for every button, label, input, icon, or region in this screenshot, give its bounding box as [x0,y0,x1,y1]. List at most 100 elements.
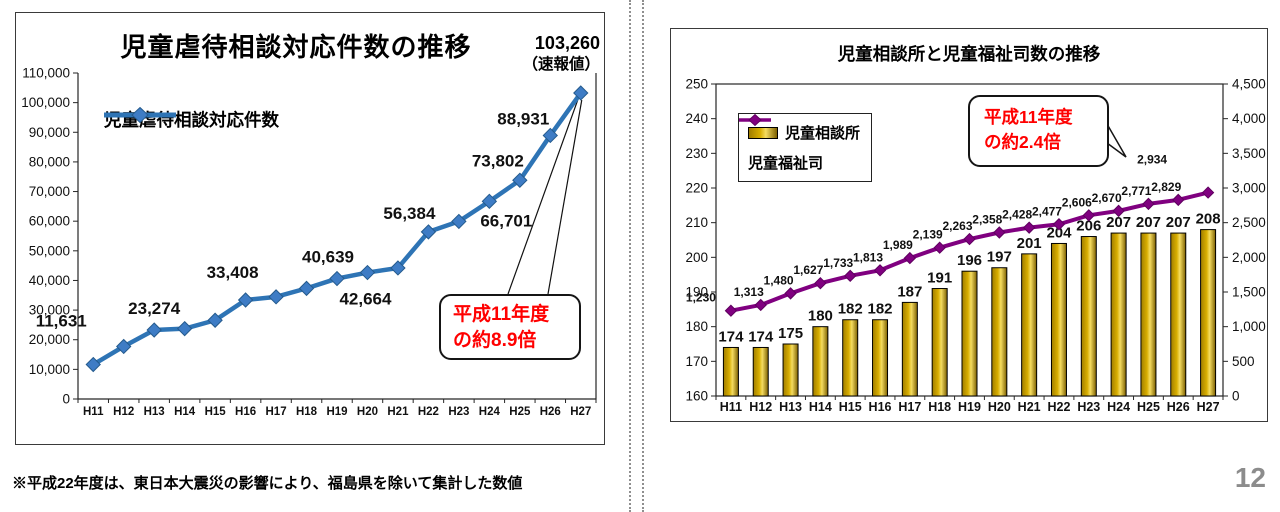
line-marker [420,224,437,240]
bar-value-label: 207 [1106,214,1131,231]
x-tick-label: H13 [779,400,802,414]
bar-value-label: 196 [957,252,982,269]
line-marker [115,338,132,355]
x-tick-label: H13 [144,406,165,418]
line-value-label: 2,263 [942,219,972,233]
y-tick-label: 60,000 [29,214,70,229]
bar [872,319,889,397]
x-tick-label: H11 [83,406,104,418]
legend-bar-label: 児童相談所 [785,125,861,142]
line-value-label: 1,813 [853,250,883,264]
x-tick-label: H15 [205,406,227,418]
x-tick-label: H24 [1107,400,1130,414]
bar-value-label: 204 [1046,224,1072,241]
left-y-tick-label: 250 [685,77,708,92]
line-value-label: 1,989 [883,238,913,252]
bar [752,346,769,397]
footnote: ※平成22年度は、東日本大震災の影響により、福島県を除いて集計した数値 [12,475,523,492]
y-tick-label: 70,000 [29,184,70,199]
staff-chart-title: 児童相談所と児童福祉司数の推移 [837,44,1101,64]
line-marker [1201,186,1215,199]
x-tick-label: H22 [1048,400,1071,414]
x-tick-label: H15 [839,400,862,414]
left-y-tick-label: 190 [685,285,708,300]
line-marker [573,85,589,101]
x-tick-label: H20 [357,406,378,418]
x-tick-label: H18 [296,406,318,418]
data-point-label: 33,408 [207,263,259,282]
right-y-tick-label: 1,000 [1232,319,1266,334]
y-tick-label: 10,000 [29,362,70,377]
bar [1140,232,1157,397]
y-tick-label: 20,000 [29,332,70,347]
legend-line-label: 児童福祉司 [748,155,824,172]
legend-line-swatch [104,106,176,124]
data-point-label: 23,274 [128,299,181,318]
callout-tail [1106,121,1127,158]
line-marker [1022,221,1036,234]
right-y-tick-label: 4,500 [1232,77,1266,92]
abuse-chart-canvas: 0 10,000 20,000 30,000 40,000 50,000 60,000 70,… [21,66,597,418]
line-marker [993,226,1006,239]
x-tick-label: H20 [988,400,1011,414]
line-value-label: 2,606 [1062,195,1092,209]
y-tick-label: 30,000 [29,303,70,318]
right-y-tick-label: 2,500 [1232,215,1266,230]
bar-value-label: 175 [778,325,803,342]
bar-value-label: 180 [808,308,833,325]
staff-chart-canvas: 160 170 180 190 200 210 220 230 240 250 0 500 1,000 1… [685,77,1266,415]
abuse-callout-line1: 平成11年度 [453,304,550,325]
line-marker [1142,197,1155,211]
x-tick-label: H17 [266,406,287,418]
bar [812,326,829,397]
left-y-tick-label: 160 [685,389,708,404]
abuse-callout: 平成11年度 の約8.9倍 [439,294,581,360]
line-value-label: 1,313 [734,285,764,299]
left-y-tick-label: 230 [685,146,708,161]
bar [961,270,978,397]
bar [1050,242,1067,397]
x-tick-label: H22 [418,406,439,418]
left-y-tick-label: 240 [685,111,708,126]
callout-connector [547,99,583,295]
bar-value-label: 197 [987,249,1012,266]
y-tick-label: 80,000 [29,154,70,169]
line-value-label: 2,358 [972,213,1002,227]
right-y-tick-label: 0 [1232,389,1240,404]
y-tick-label: 40,000 [29,273,70,288]
right-y-tick-label: 3,500 [1232,146,1266,161]
bar-value-label: 208 [1196,211,1221,228]
line-value-label: 2,771 [1121,184,1151,198]
data-point-label: 56,384 [383,204,436,223]
legend-bar-row: 児童相談所 [748,122,862,143]
legend-line-swatch [739,113,771,127]
bar [901,301,918,397]
x-tick-label: H23 [1077,400,1100,414]
x-tick-label: H18 [928,400,951,414]
y-tick-label: 100,000 [21,95,70,110]
x-tick-label: H16 [869,400,892,414]
child-abuse-consultations-chart-panel: 0 10,000 20,000 30,000 40,000 50,000 60,000 70,… [15,12,605,445]
line-marker [843,269,857,283]
line-value-label: 1,230 [686,291,716,305]
data-point-label: 42,664 [339,290,392,309]
line-marker [1082,209,1096,222]
right-y-tick-label: 4,000 [1232,111,1266,126]
bar [782,343,799,397]
line-marker [963,232,976,246]
x-tick-label: H11 [720,400,742,414]
line-marker [512,172,528,188]
line-marker [359,264,376,281]
line-marker [390,260,406,276]
bar [1080,236,1097,397]
line-value-label: 2,477 [1032,204,1062,218]
child-welfare-staff-chart-panel: 160 170 180 190 200 210 220 230 240 250 0 500 1,000 1… [670,28,1268,422]
bar [842,319,859,397]
bar-value-label: 174 [748,328,774,345]
line-marker [329,270,345,287]
legend-line-row: 児童福祉司 [739,113,862,173]
data-point-label: 40,639 [302,248,354,267]
staff-chart-legend: 児童相談所 児童福祉司 [738,113,872,182]
y-tick-label: 0 [62,392,70,407]
